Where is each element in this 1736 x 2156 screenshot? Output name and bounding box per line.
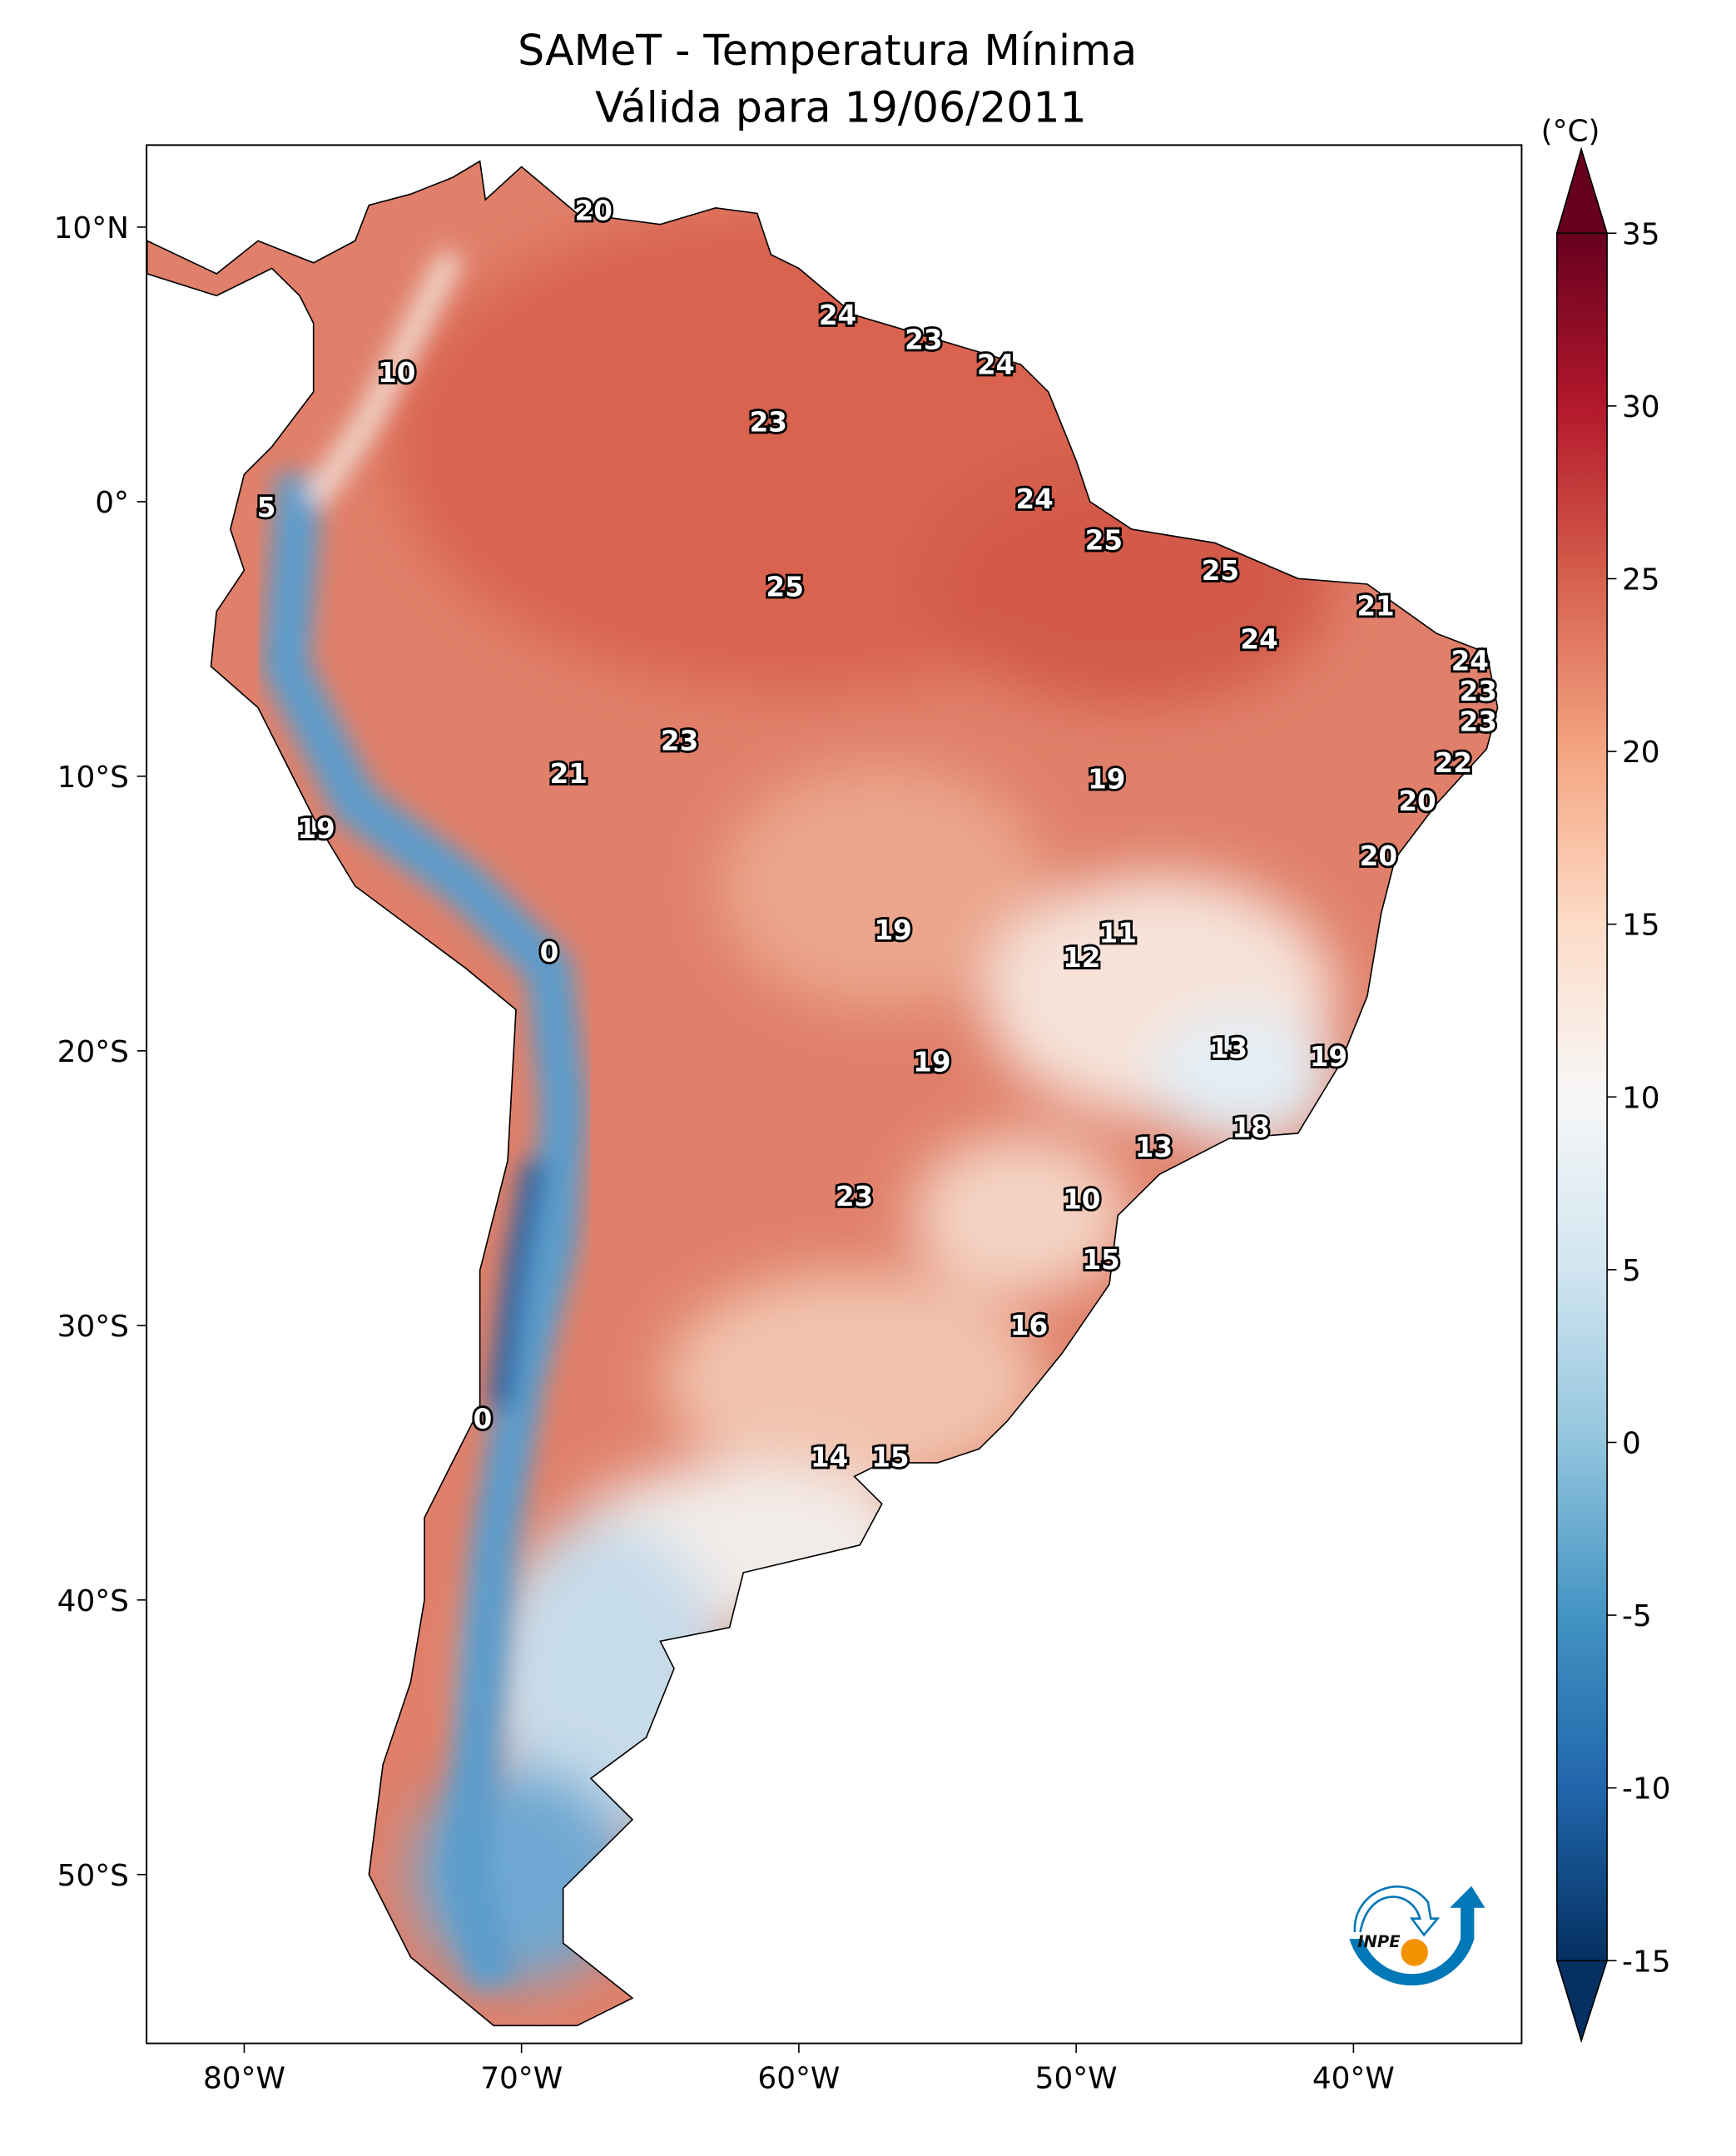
x-tick-label: 70°W — [480, 2061, 563, 2095]
title-line-2: Válida para 19/06/2011 — [595, 83, 1087, 132]
title-line-1: SAMeT - Temperatura Mínima — [518, 26, 1137, 75]
y-tick-label: 0° — [95, 486, 129, 520]
y-tick-label: 10°N — [54, 211, 129, 245]
station-label: 21 — [550, 758, 588, 790]
station-label: 25 — [1085, 525, 1123, 557]
logo-text: INPE — [1357, 1932, 1401, 1951]
station-label: 19 — [875, 914, 912, 946]
coastline — [146, 160, 1499, 2027]
temperature-field — [146, 161, 1498, 2026]
station-label: 24 — [1015, 483, 1053, 515]
station-label: 20 — [1398, 786, 1436, 817]
logo-orange-dot — [1401, 1939, 1428, 1966]
y-axis-ticks: 10°N 0° 10°S 20°S 30°S 40°S 50°S — [54, 211, 147, 1893]
station-label: 0 — [540, 936, 559, 968]
inpe-logo: INPE — [1349, 1886, 1486, 1986]
station-label: 15 — [1082, 1244, 1119, 1276]
colorbar-tick-label: 15 — [1622, 909, 1660, 943]
colorbar-tick-label: 5 — [1622, 1254, 1641, 1288]
x-tick-label: 40°W — [1312, 2061, 1395, 2095]
y-tick-label: 30°S — [57, 1310, 129, 1344]
station-label: 15 — [871, 1442, 909, 1474]
station-label: 19 — [297, 813, 335, 845]
station-label: 19 — [1310, 1041, 1347, 1073]
y-tick-label: 40°S — [57, 1584, 129, 1618]
station-label: 24 — [819, 300, 856, 331]
station-label: 23 — [1460, 706, 1497, 737]
y-tick-label: 10°S — [57, 761, 129, 795]
station-label: 14 — [811, 1442, 848, 1474]
map-frame — [146, 144, 1523, 2044]
colorbar-tick-label: 25 — [1622, 563, 1660, 597]
station-label: 20 — [575, 196, 613, 227]
station-label: 24 — [1240, 623, 1277, 655]
y-tick-label: 50°S — [57, 1859, 129, 1893]
colorbar-unit-label: (°C) — [1541, 114, 1600, 148]
x-tick-label: 50°W — [1035, 2061, 1118, 2095]
station-label: 23 — [905, 325, 942, 356]
station-label: 13 — [1135, 1132, 1173, 1163]
logo-swirl — [1353, 1886, 1441, 1937]
colorbar-tick-label: 10 — [1622, 1081, 1660, 1115]
station-label: 11 — [1099, 917, 1136, 949]
colorbar: (°C) 35 30 25 20 15 10 5 0 -5 -10 -15 — [1541, 114, 1671, 2044]
station-label: 23 — [661, 725, 698, 756]
station-label: 10 — [1063, 1183, 1100, 1215]
colorbar-tick-label: 0 — [1622, 1426, 1641, 1460]
station-label: 23 — [750, 407, 787, 439]
station-label: 22 — [1435, 747, 1472, 779]
station-label: 20 — [1360, 840, 1397, 872]
x-tick-label: 60°W — [757, 2061, 840, 2095]
station-label: 23 — [836, 1181, 873, 1212]
station-label: 19 — [913, 1046, 950, 1078]
station-label: 24 — [977, 349, 1014, 380]
colorbar-tick-label: -5 — [1622, 1599, 1652, 1633]
station-label: 18 — [1232, 1113, 1269, 1144]
station-label: 23 — [1460, 676, 1497, 707]
station-label: 25 — [1202, 555, 1239, 587]
colorbar-tick-label: -15 — [1622, 1945, 1671, 1979]
station-label: 25 — [766, 572, 804, 603]
station-label: 10 — [378, 357, 415, 389]
station-label: 5 — [257, 492, 276, 523]
colorbar-tick-label: 20 — [1622, 736, 1660, 770]
y-tick-label: 20°S — [57, 1035, 129, 1069]
colorbar-tick-label: -10 — [1622, 1772, 1671, 1807]
station-label: 24 — [1451, 646, 1489, 677]
x-tick-label: 80°W — [203, 2061, 285, 2095]
colorbar-tick-label: 35 — [1622, 217, 1660, 251]
station-label: 12 — [1063, 942, 1100, 974]
station-label: 0 — [474, 1403, 493, 1435]
logo-arrow — [1349, 1886, 1486, 1986]
x-axis-ticks: 80°W 70°W 60°W 50°W 40°W — [203, 2043, 1395, 2095]
colorbar-scale — [1555, 232, 1608, 1962]
station-label: 19 — [1088, 764, 1125, 795]
station-label: 13 — [1210, 1033, 1247, 1064]
colorbar-tick-label: 30 — [1622, 390, 1660, 424]
station-label: 21 — [1357, 591, 1394, 622]
station-label: 16 — [1010, 1310, 1048, 1341]
